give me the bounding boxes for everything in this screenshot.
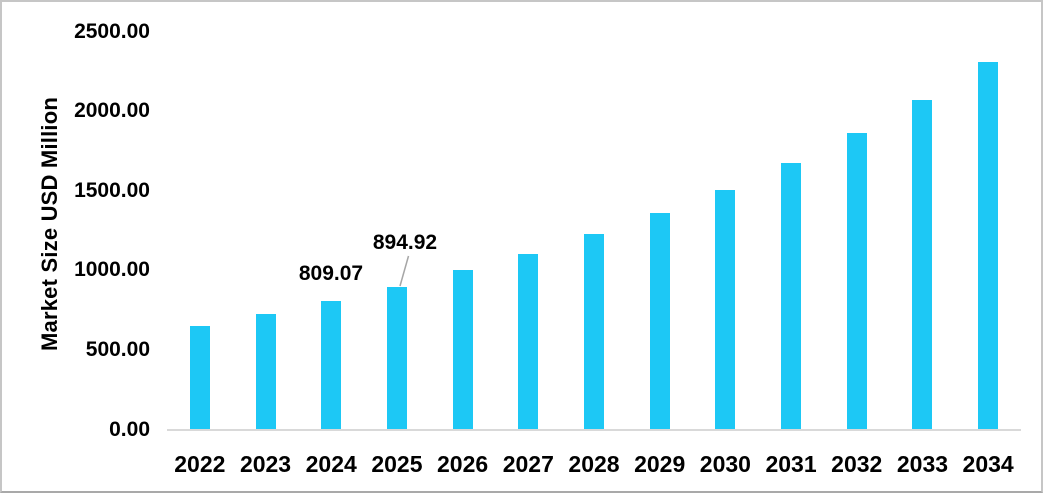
x-tick-2034: 2034: [962, 451, 1014, 477]
data-label-2024: 809.07: [298, 262, 364, 285]
x-tick-2027: 2027: [502, 451, 554, 477]
x-axis-line: [167, 429, 1021, 431]
x-tick-2026: 2026: [437, 451, 489, 477]
bar-2024: [321, 300, 342, 430]
x-tick-2031: 2031: [765, 451, 817, 477]
x-tick-2023: 2023: [239, 451, 292, 477]
y-tick-2000.00: 2000.00: [74, 99, 150, 123]
bar-2030: [715, 190, 736, 430]
bar-2026: [452, 270, 473, 430]
x-tick-2030: 2030: [699, 451, 751, 477]
y-tick-2500.00: 2500.00: [74, 19, 150, 43]
bar-2022: [189, 326, 210, 430]
y-tick-1000.00: 1000.00: [74, 258, 150, 282]
x-tick-2033: 2033: [896, 451, 949, 477]
bar-2032: [846, 132, 867, 430]
bar-2029: [649, 212, 670, 430]
x-tick-2028: 2028: [568, 451, 620, 477]
y-tick-0.00: 0.00: [109, 417, 150, 441]
bar-2028: [584, 234, 604, 430]
x-tick-2025: 2025: [371, 451, 423, 477]
x-tick-2029: 2029: [634, 451, 686, 477]
bar-2025: [386, 287, 407, 430]
y-axis-title: Market Size USD Million: [37, 97, 62, 351]
x-tick-2024: 2024: [305, 451, 357, 477]
bar-2034: [978, 61, 999, 430]
y-tick-500.00: 500.00: [85, 337, 150, 361]
bar-2023: [255, 314, 276, 430]
bar-2033: [912, 99, 933, 430]
bar-2031: [781, 162, 802, 430]
data-label-2025: 894.92: [372, 231, 438, 254]
x-tick-2032: 2032: [831, 451, 883, 477]
y-tick-1500.00: 1500.00: [74, 178, 150, 202]
bar-2027: [518, 253, 539, 430]
x-tick-2022: 2022: [174, 451, 226, 477]
